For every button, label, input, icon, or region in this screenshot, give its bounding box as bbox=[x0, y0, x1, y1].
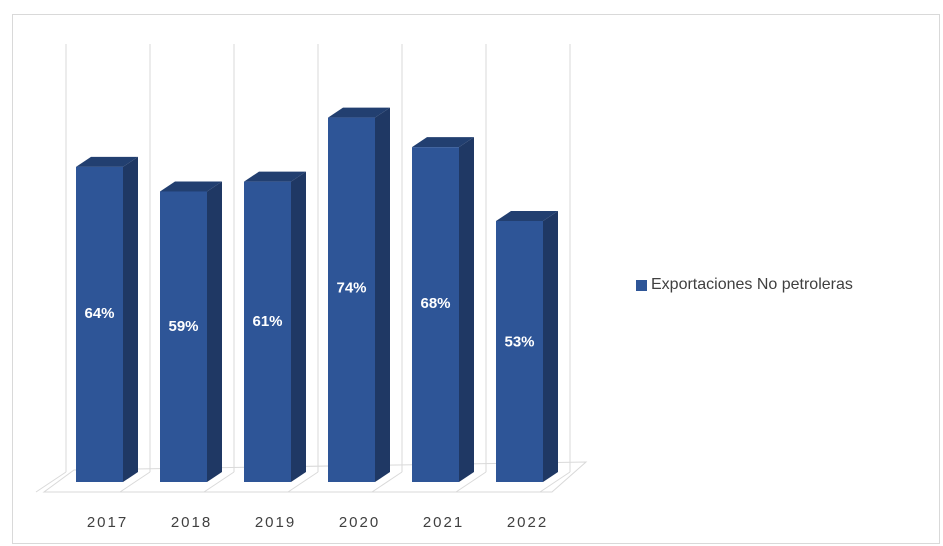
bar-top bbox=[244, 171, 306, 182]
floor bbox=[42, 461, 588, 493]
x-tick-label: 2018 bbox=[171, 514, 212, 531]
floor-divider bbox=[455, 471, 487, 493]
legend-swatch bbox=[636, 279, 647, 291]
bar bbox=[496, 221, 543, 482]
bar-side bbox=[291, 171, 306, 482]
data-label: 68% bbox=[420, 295, 450, 312]
bar-side bbox=[459, 137, 474, 482]
x-tick-label: 2019 bbox=[255, 514, 296, 531]
bar-side bbox=[375, 107, 390, 482]
bar-side bbox=[207, 181, 222, 482]
legend: Exportaciones No petroleras bbox=[636, 276, 853, 294]
bar-top bbox=[160, 181, 222, 192]
bar bbox=[328, 117, 375, 482]
data-label: 61% bbox=[252, 313, 282, 330]
bar-top bbox=[496, 211, 558, 222]
x-tick-label: 2022 bbox=[507, 514, 548, 531]
data-label: 74% bbox=[336, 280, 366, 297]
bar bbox=[244, 181, 291, 482]
bar-side bbox=[543, 211, 558, 482]
bar-side bbox=[123, 156, 138, 482]
x-tick-label: 2021 bbox=[423, 514, 464, 531]
legend-label: Exportaciones No petroleras bbox=[651, 276, 853, 293]
floor-divider bbox=[287, 471, 319, 493]
x-tick-label: 2017 bbox=[87, 514, 128, 531]
floor-divider bbox=[539, 471, 571, 493]
bar bbox=[412, 147, 459, 482]
floor-divider bbox=[119, 471, 151, 493]
floor-divider bbox=[203, 471, 235, 493]
floor-divider bbox=[371, 471, 403, 493]
data-label: 53% bbox=[504, 333, 534, 350]
bar bbox=[76, 166, 123, 482]
floor-divider bbox=[35, 471, 67, 493]
bar bbox=[160, 191, 207, 482]
x-tick-label: 2020 bbox=[339, 514, 380, 531]
bar-top bbox=[328, 107, 390, 118]
data-label: 59% bbox=[168, 318, 198, 335]
bar-top bbox=[412, 137, 474, 148]
bar-top bbox=[76, 156, 138, 167]
data-label: 64% bbox=[84, 305, 114, 322]
